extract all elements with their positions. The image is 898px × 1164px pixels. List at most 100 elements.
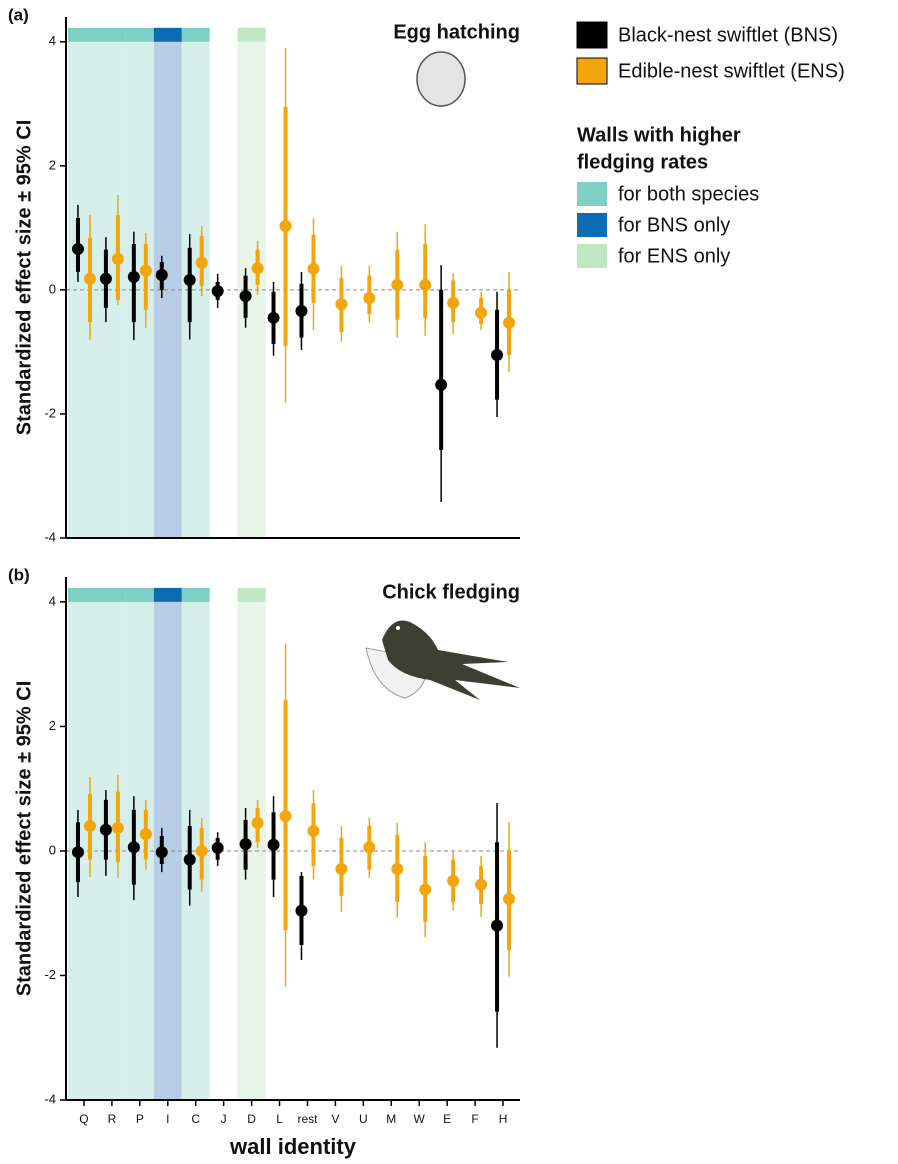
point-estimate	[240, 290, 252, 302]
x-axis-label: wall identity	[229, 1134, 357, 1159]
point-estimate	[447, 875, 459, 887]
legend-label: for ENS only	[618, 245, 730, 267]
point-estimate	[184, 274, 196, 286]
legend-label: Black-nest swiftlet (BNS)	[618, 24, 838, 46]
highlight-strip	[238, 28, 266, 42]
y-tick-label: 4	[49, 33, 56, 48]
highlight-strip	[154, 28, 182, 42]
highlight-strip	[68, 588, 98, 602]
highlight-strip	[98, 28, 126, 42]
point-estimate	[156, 269, 168, 281]
point-estimate	[491, 920, 503, 932]
highlight-strip	[98, 588, 126, 602]
point-estimate	[503, 317, 515, 329]
point-estimate	[140, 265, 152, 277]
point-estimate	[447, 297, 459, 309]
x-tick-label: H	[499, 1112, 508, 1126]
legend-title: Walls with higher	[577, 124, 741, 146]
panel-label: (b)	[8, 565, 30, 584]
point-estimate	[391, 279, 403, 291]
point-estimate	[363, 292, 375, 304]
y-tick-label: 2	[49, 718, 56, 733]
point-estimate	[72, 243, 84, 255]
x-tick-label: V	[331, 1112, 339, 1126]
y-tick-label: 0	[49, 842, 56, 857]
point-estimate	[112, 253, 124, 265]
egg-icon	[417, 52, 465, 106]
plot-layer: -4 -2 0 2 4 (a) Egg hatching Standardized effec…	[8, 5, 520, 1158]
highlight-strip	[68, 28, 98, 42]
point-estimate	[128, 841, 140, 853]
point-estimate	[391, 863, 403, 875]
point-estimate	[100, 824, 112, 836]
highlight-strip	[182, 28, 210, 42]
panel-label: (a)	[8, 5, 29, 24]
point-estimate	[72, 846, 84, 858]
legend-swatch	[577, 244, 607, 268]
x-tick-label: D	[247, 1112, 256, 1126]
point-estimate	[112, 822, 124, 834]
panel-title: Egg hatching	[393, 21, 520, 43]
x-tick-label: W	[414, 1112, 426, 1126]
point-estimate	[435, 379, 447, 391]
point-estimate	[295, 305, 307, 317]
point-estimate	[84, 273, 96, 285]
point-estimate	[252, 262, 264, 274]
x-tick-label: E	[443, 1112, 451, 1126]
point-estimate	[295, 905, 307, 917]
y-tick-label: 0	[49, 281, 56, 296]
legend-label: for both species	[618, 183, 759, 205]
legend-swatch	[577, 58, 607, 84]
highlight-strip	[126, 28, 154, 42]
point-estimate	[212, 285, 224, 297]
legend-swatch	[577, 182, 607, 206]
point-estimate	[475, 879, 487, 891]
bird-icon	[366, 620, 520, 700]
x-tick-label: M	[386, 1112, 396, 1126]
point-estimate	[280, 220, 292, 232]
y-axis-label: Standardized effect size ± 95% CI	[13, 681, 35, 997]
point-estimate	[196, 257, 208, 269]
point-estimate	[128, 271, 140, 283]
point-estimate	[100, 273, 112, 285]
x-tick-label: L	[276, 1112, 283, 1126]
point-estimate	[503, 893, 515, 905]
y-tick-label: -4	[44, 1091, 56, 1106]
legend-swatch	[577, 22, 607, 48]
point-estimate	[84, 820, 96, 832]
panel-title: Chick fledging	[382, 581, 520, 603]
point-estimate	[268, 312, 280, 324]
highlight-strip	[154, 588, 182, 602]
point-estimate	[156, 846, 168, 858]
point-estimate	[212, 842, 224, 854]
point-estimate	[307, 263, 319, 275]
x-tick-label: Q	[79, 1112, 88, 1126]
point-estimate	[419, 884, 431, 896]
legend-swatch	[577, 213, 607, 237]
x-tick-label: F	[471, 1112, 478, 1126]
legend-label: for BNS only	[618, 214, 730, 236]
x-tick-label: C	[191, 1112, 200, 1126]
legend-title: fledging rates	[577, 151, 708, 173]
x-tick-label: rest	[297, 1112, 318, 1126]
point-estimate	[475, 307, 487, 319]
x-tick-label: U	[359, 1112, 368, 1126]
point-estimate	[335, 298, 347, 310]
point-estimate	[419, 279, 431, 291]
point-estimate	[184, 854, 196, 866]
point-estimate	[140, 828, 152, 840]
y-tick-label: -2	[44, 405, 56, 420]
highlight-strip	[182, 588, 210, 602]
x-tick-label: J	[221, 1112, 227, 1126]
x-tick-label: I	[166, 1112, 169, 1126]
highlight-strip	[238, 588, 266, 602]
y-tick-label: -4	[44, 529, 56, 544]
point-estimate	[335, 863, 347, 875]
legend-label: Edible-nest swiftlet (ENS)	[618, 60, 845, 82]
figure: -4 -2 0 2 4 (a) Egg hatching Standardized effec…	[0, 0, 898, 1164]
point-estimate	[280, 810, 292, 822]
point-estimate	[363, 841, 375, 853]
x-tick-label: R	[108, 1112, 117, 1126]
point-estimate	[307, 825, 319, 837]
y-axis-label: Standardized effect size ± 95% CI	[13, 120, 35, 436]
